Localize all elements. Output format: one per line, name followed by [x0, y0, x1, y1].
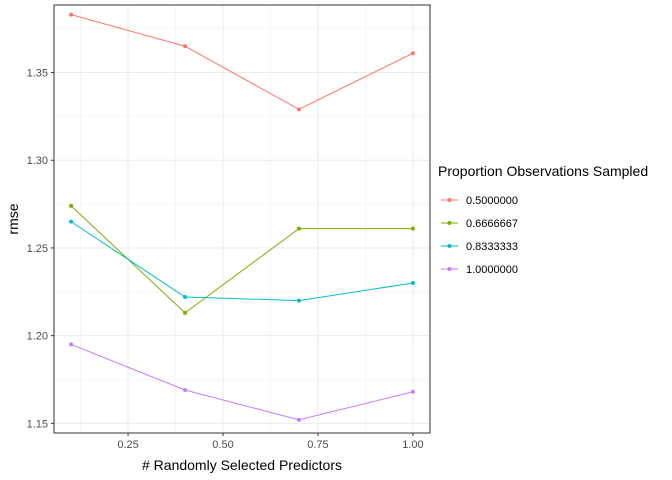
- data-point: [69, 219, 74, 224]
- y-tick-label: 1.25: [27, 243, 48, 255]
- y-tick-label: 1.35: [27, 68, 48, 80]
- y-tick-label: 1.20: [27, 331, 48, 343]
- data-point: [410, 226, 415, 231]
- x-tick-label: 1.00: [402, 439, 423, 451]
- legend-title: Proportion Observations Sampled: [438, 163, 648, 179]
- y-tick-label: 1.15: [27, 418, 48, 430]
- legend-label: 0.6666667: [466, 218, 518, 230]
- major-gridlines: [54, 5, 430, 433]
- plot-background: [54, 5, 430, 433]
- legend-key-point: [447, 198, 452, 202]
- legend-item: 0.5000000: [441, 195, 518, 207]
- data-point: [69, 342, 74, 347]
- series-line: [70, 221, 413, 302]
- plot-border: [53, 4, 431, 434]
- data-point: [183, 310, 188, 315]
- legend-key-point: [447, 221, 452, 225]
- x-tick-label: 0.50: [212, 439, 233, 451]
- series-layer: [69, 12, 415, 422]
- y-axis-title: rmse: [5, 203, 21, 234]
- legend: Proportion Observations Sampled 0.500000…: [438, 163, 648, 276]
- legend-label: 0.5000000: [466, 195, 518, 207]
- axis-tick-labels: 0.25 0.50 0.75 1.00 1.15 1.20 1.25 1.30 1.35: [27, 68, 424, 451]
- data-point: [69, 12, 74, 17]
- data-point: [296, 298, 301, 303]
- y-tick-label: 1.30: [27, 155, 48, 167]
- series-line: [70, 14, 414, 110]
- legend-key-point: [447, 267, 452, 271]
- data-point: [410, 389, 415, 394]
- x-tick-label: 0.25: [117, 439, 138, 451]
- legend-label: 1.0000000: [466, 264, 518, 276]
- data-point: [296, 417, 301, 422]
- series-4: [69, 342, 415, 422]
- axis-ticks: [51, 72, 414, 436]
- x-axis-title: # Randomly Selected Predictors: [142, 457, 342, 473]
- legend-key-point: [447, 244, 452, 248]
- data-point: [183, 388, 188, 393]
- data-point: [183, 44, 188, 49]
- x-tick-label: 0.75: [307, 439, 328, 451]
- data-point: [410, 281, 415, 286]
- data-point: [410, 51, 415, 56]
- data-point: [296, 226, 301, 231]
- legend-label: 0.8333333: [466, 241, 518, 253]
- series-1: [69, 12, 415, 112]
- series-3: [69, 219, 415, 303]
- legend-item: 1.0000000: [441, 264, 518, 276]
- legend-item: 0.6666667: [441, 218, 518, 230]
- data-point: [69, 203, 74, 208]
- legend-item: 0.8333333: [441, 241, 518, 253]
- data-point: [183, 295, 188, 300]
- series-line: [70, 343, 414, 421]
- data-point: [296, 107, 301, 112]
